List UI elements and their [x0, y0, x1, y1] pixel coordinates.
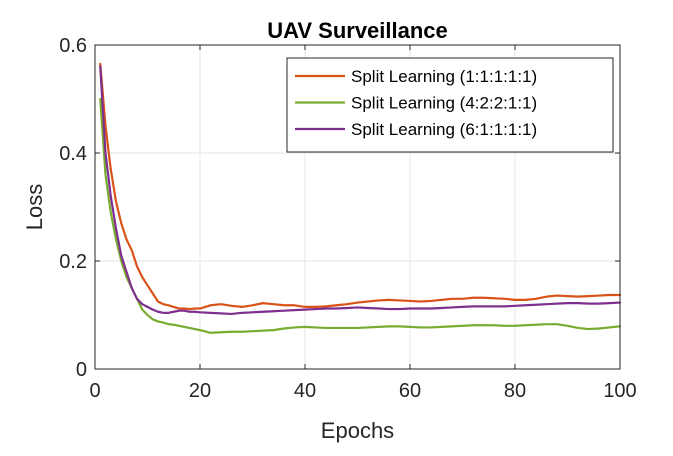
y-tick-label: 0.4 — [59, 143, 87, 165]
x-tick-label: 100 — [603, 380, 636, 402]
x-tick-label: 60 — [399, 380, 421, 402]
chart-title: UAV Surveillance — [267, 18, 448, 43]
legend-label-3: Split Learning (6:1:1:1:1) — [351, 120, 537, 139]
plot-area-border — [94, 44, 621, 370]
x-axis-label: Epochs — [321, 418, 394, 443]
y-tick-label: 0 — [76, 359, 87, 381]
x-tick-label: 20 — [189, 380, 211, 402]
series-line-2 — [99, 97, 622, 334]
series-lines — [99, 62, 622, 334]
legend: Split Learning (1:1:1:1:1) Split Learning… — [286, 57, 614, 153]
x-tick-label: 0 — [89, 380, 100, 402]
y-tick-label: 0.2 — [59, 251, 87, 273]
y-tick-label: 0.6 — [59, 35, 87, 57]
legend-label-2: Split Learning (4:2:2:1:1) — [351, 94, 537, 113]
y-axis-label: Loss — [22, 184, 47, 230]
x-tick-label: 80 — [504, 380, 526, 402]
series-line-3 — [99, 65, 622, 316]
series-line-1 — [99, 62, 622, 311]
legend-label-1: Split Learning (1:1:1:1:1) — [351, 67, 537, 86]
x-tick-label: 40 — [294, 380, 316, 402]
legend-box — [286, 57, 614, 153]
axis-ticks: 0 20 40 60 80 100 0 0.2 0.4 0.6 — [59, 35, 637, 402]
